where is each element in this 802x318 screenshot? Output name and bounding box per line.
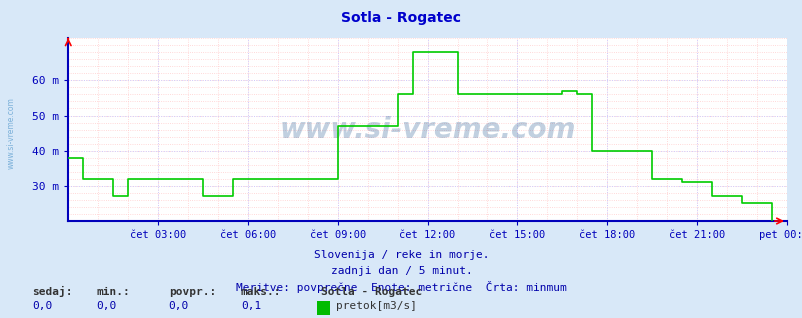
Text: Slovenija / reke in morje.: Slovenija / reke in morje.	[314, 250, 488, 259]
Text: povpr.:: povpr.:	[168, 287, 216, 297]
Text: 0,1: 0,1	[241, 301, 261, 311]
Text: Meritve: povprečne  Enote: metrične  Črta: minmum: Meritve: povprečne Enote: metrične Črta:…	[236, 281, 566, 294]
Text: pretok[m3/s]: pretok[m3/s]	[335, 301, 416, 311]
Text: min.:: min.:	[96, 287, 130, 297]
Text: 0,0: 0,0	[168, 301, 188, 311]
Text: sedaj:: sedaj:	[32, 286, 72, 297]
Text: www.si-vreme.com: www.si-vreme.com	[279, 115, 575, 144]
Text: 0,0: 0,0	[96, 301, 116, 311]
Text: Sotla - Rogatec: Sotla - Rogatec	[341, 11, 461, 25]
Text: zadnji dan / 5 minut.: zadnji dan / 5 minut.	[330, 266, 472, 275]
Text: Sotla - Rogatec: Sotla - Rogatec	[321, 287, 422, 297]
Text: maks.:: maks.:	[241, 287, 281, 297]
Text: www.si-vreme.com: www.si-vreme.com	[6, 98, 15, 169]
Text: 0,0: 0,0	[32, 301, 52, 311]
